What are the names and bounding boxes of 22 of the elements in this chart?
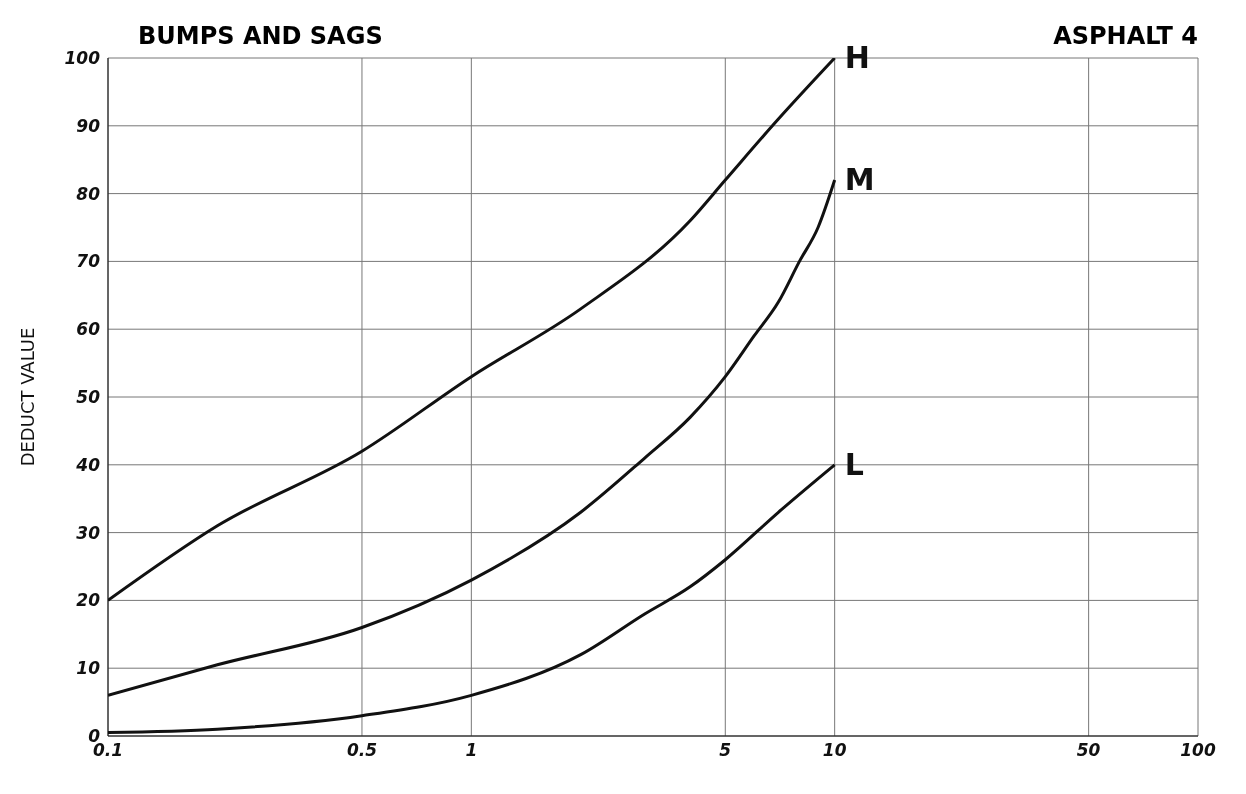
y-tick-label: 10	[76, 658, 101, 679]
y-tick-label: 80	[76, 183, 101, 204]
y-tick-label: 100	[64, 48, 101, 69]
x-tick-label: 1	[465, 740, 478, 761]
x-tick-label: 0.5	[346, 740, 378, 761]
x-tick-label: 100	[1180, 740, 1216, 761]
y-tick-label: 50	[76, 387, 101, 408]
y-tick-label: 90	[76, 115, 101, 136]
y-tick-label: 20	[76, 590, 101, 611]
series-label: H	[844, 40, 870, 75]
y-tick-label: 60	[76, 319, 101, 340]
y-tick-label: 70	[76, 251, 101, 272]
chart-title: BUMPS AND SAGS	[138, 22, 383, 50]
x-tick-label: 10	[822, 740, 847, 761]
y-tick-label: 30	[76, 522, 101, 543]
y-tick-label: 40	[75, 454, 101, 475]
text: ASPHALT 4	[1053, 22, 1198, 50]
series-label: M	[844, 162, 875, 198]
x-tick-label: 5	[719, 740, 732, 761]
y-axis-title: DEDUCT VALUE	[17, 327, 39, 467]
x-tick-label: 50	[1076, 740, 1101, 761]
series-label: L	[844, 446, 864, 482]
